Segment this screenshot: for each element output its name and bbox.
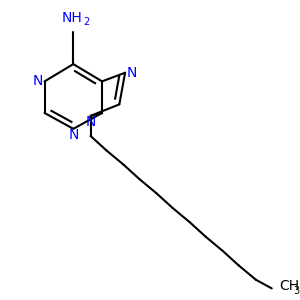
Text: 2: 2 (83, 17, 89, 27)
Text: N: N (68, 128, 79, 142)
Text: CH: CH (279, 279, 299, 293)
Text: 3: 3 (293, 286, 299, 296)
Text: N: N (32, 74, 43, 88)
Text: N: N (85, 115, 96, 129)
Text: N: N (126, 66, 136, 80)
Text: NH: NH (61, 11, 82, 25)
